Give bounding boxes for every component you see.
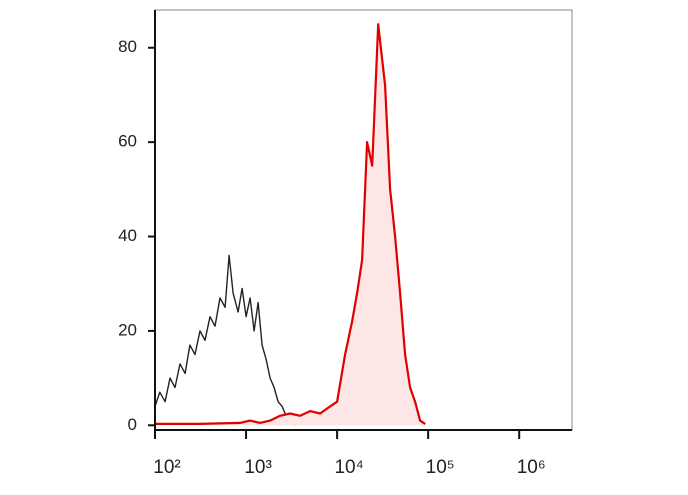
y-tick-label: 80 (118, 37, 137, 56)
x-tick-label: 10⁶ (517, 457, 546, 478)
x-tick-label: 10² (153, 457, 180, 478)
y-tick-label: 20 (118, 320, 137, 339)
area (155, 24, 426, 426)
histogram-line (155, 23, 426, 425)
x-tick-label: 10⁴ (334, 457, 363, 478)
x-tick-label: 10⁵ (426, 457, 455, 478)
y-tick-label: 0 (128, 415, 137, 434)
histogram-line (154, 254, 296, 426)
x-tick-label: 10³ (244, 457, 271, 478)
y-tick-label: 60 (118, 132, 137, 151)
y-tick-label: 40 (118, 226, 137, 245)
